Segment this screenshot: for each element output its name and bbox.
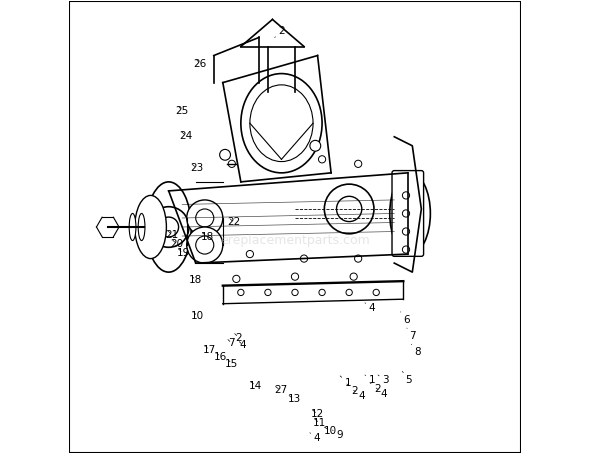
Circle shape: [291, 273, 299, 280]
Text: 21: 21: [166, 230, 179, 240]
Circle shape: [350, 273, 358, 280]
Ellipse shape: [138, 213, 145, 241]
Circle shape: [402, 228, 409, 235]
Text: 14: 14: [248, 381, 262, 391]
Text: 4: 4: [310, 433, 320, 443]
Text: 1: 1: [365, 375, 375, 385]
Text: 9: 9: [332, 430, 343, 440]
Circle shape: [355, 255, 362, 262]
Text: 19: 19: [176, 248, 190, 258]
Text: 13: 13: [287, 395, 301, 405]
Circle shape: [196, 236, 214, 254]
Text: 1: 1: [340, 376, 351, 388]
Text: 23: 23: [190, 163, 204, 173]
Circle shape: [186, 200, 223, 236]
Circle shape: [319, 156, 326, 163]
Circle shape: [228, 160, 235, 168]
Circle shape: [238, 289, 244, 296]
Circle shape: [324, 184, 374, 234]
Text: 24: 24: [179, 131, 192, 141]
Circle shape: [300, 255, 307, 262]
Text: 18: 18: [201, 232, 214, 242]
Text: 22: 22: [228, 217, 241, 227]
Text: 26: 26: [194, 59, 207, 69]
Text: 2: 2: [275, 26, 285, 38]
Ellipse shape: [135, 195, 166, 259]
Text: 4: 4: [353, 390, 365, 401]
Text: 18: 18: [189, 275, 202, 285]
Circle shape: [186, 227, 223, 263]
Ellipse shape: [241, 74, 322, 173]
Circle shape: [346, 289, 352, 296]
Circle shape: [402, 246, 409, 253]
Text: 7: 7: [407, 328, 415, 341]
Circle shape: [336, 196, 362, 222]
Circle shape: [196, 209, 214, 227]
Text: 2: 2: [347, 384, 358, 396]
Text: 2: 2: [235, 332, 242, 343]
Text: 12: 12: [311, 409, 324, 419]
Text: 6: 6: [401, 312, 410, 325]
FancyBboxPatch shape: [392, 171, 424, 257]
Text: 3: 3: [378, 375, 389, 385]
Circle shape: [355, 160, 362, 168]
Text: 7: 7: [228, 338, 235, 348]
Text: 4: 4: [376, 388, 387, 399]
Text: 15: 15: [225, 359, 238, 369]
Text: 2: 2: [370, 383, 381, 394]
Circle shape: [246, 251, 254, 258]
Ellipse shape: [390, 173, 430, 254]
Text: 8: 8: [411, 344, 421, 357]
Text: 4: 4: [365, 303, 375, 313]
Circle shape: [402, 210, 409, 217]
Text: 17: 17: [202, 345, 216, 355]
Text: 27: 27: [274, 385, 287, 395]
Circle shape: [232, 275, 240, 282]
Ellipse shape: [129, 213, 136, 241]
Text: 25: 25: [176, 106, 189, 116]
Text: 11: 11: [313, 418, 326, 428]
Circle shape: [265, 289, 271, 296]
Circle shape: [292, 289, 298, 296]
Text: 16: 16: [214, 352, 227, 362]
Circle shape: [373, 289, 379, 296]
Text: ereplacementparts.com: ereplacementparts.com: [220, 234, 370, 247]
Circle shape: [402, 192, 409, 199]
Circle shape: [159, 217, 179, 237]
Ellipse shape: [146, 182, 191, 272]
Circle shape: [319, 289, 325, 296]
Text: 20: 20: [171, 239, 183, 249]
Circle shape: [310, 140, 321, 151]
Text: 10: 10: [191, 311, 204, 321]
Text: 4: 4: [240, 340, 247, 350]
Circle shape: [219, 149, 231, 160]
Text: 10: 10: [324, 426, 337, 436]
Circle shape: [148, 207, 189, 247]
Text: 5: 5: [402, 371, 412, 385]
Ellipse shape: [250, 85, 313, 162]
